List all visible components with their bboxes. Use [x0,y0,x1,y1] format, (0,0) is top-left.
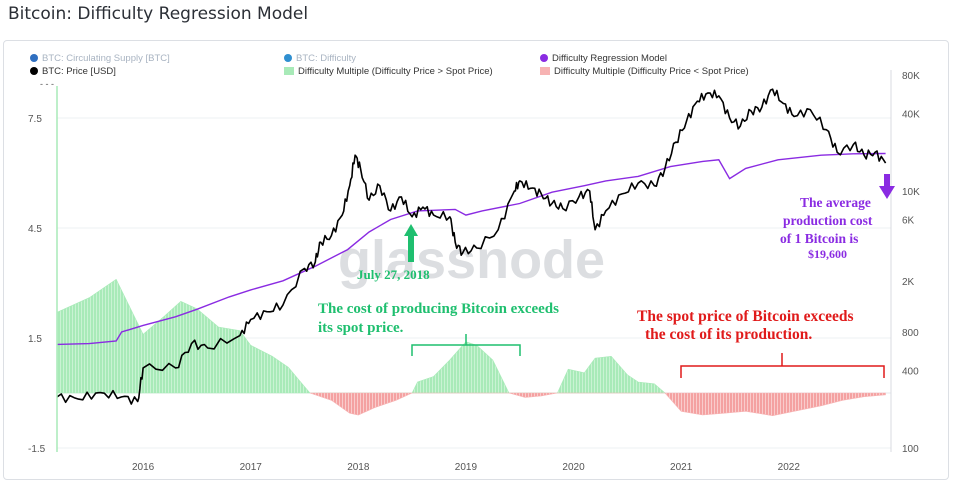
cost-exceeds-line1: The cost of producing Bitcoin exceeds [318,301,559,317]
left-tick-label: 1.5 [28,334,42,345]
average-cost-line4: $19,600 [808,247,847,261]
legend-item-difficulty[interactable]: BTC: Difficulty [284,53,356,64]
red-bracket [680,353,885,378]
annotation-cost-exceeds: The cost of producing Bitcoin exceeds it… [318,301,559,356]
x-axis-ticks: 2016 2017 2018 2019 2020 2021 2022 [132,462,800,473]
legend-marker [284,54,292,62]
watermark: glassnode [338,230,605,290]
legend-label: Difficulty Multiple (Difficulty Price > … [298,66,493,77]
average-cost-line1: The average [800,195,871,210]
btc-price-line [56,88,887,405]
legend-marker [540,54,548,62]
legend-marker [540,67,550,75]
right-tick-label: 2K [902,277,915,288]
difficulty-regression-model-line [56,152,886,346]
legend-label: Difficulty Multiple (Difficulty Price < … [554,66,749,77]
right-tick-label: 6K [902,216,915,227]
right-tick-label: 10K [902,187,920,198]
annotation-spot-exceeds: The spot price of Bitcoin exceeds the co… [637,308,885,378]
legend-marker [30,54,38,62]
x-tick-label: 2016 [132,462,155,473]
legend-label: BTC: Difficulty [296,53,357,64]
x-tick-label: 2020 [562,462,585,473]
average-cost-line3: of 1 Bitcoin is [780,231,858,246]
left-axis-top-marker: - - - [40,79,54,89]
right-tick-label: 800 [902,328,919,339]
down-arrow-icon [879,174,895,199]
right-tick-label: 40K [902,110,920,121]
x-tick-label: 2017 [240,462,263,473]
legend-item-multiple-negative[interactable]: Difficulty Multiple (Difficulty Price < … [540,66,749,77]
date-label: July 27, 2018 [357,267,430,282]
right-tick-label: 400 [902,367,919,378]
x-tick-label: 2019 [455,462,478,473]
legend-item-difficulty-regression-model[interactable]: Difficulty Regression Model [540,53,667,64]
legend-marker [30,67,38,75]
cost-exceeds-line2: its spot price. [318,320,404,336]
legend-marker [284,67,294,75]
legend-label: Difficulty Regression Model [552,53,667,64]
left-tick-label: 7.5 [28,114,42,125]
green-bracket [411,334,521,356]
left-tick-label: 4.5 [28,224,42,235]
right-tick-label: 100 [902,444,919,455]
legend-label: BTC: Price [USD] [42,66,116,77]
multiple-areas [56,278,886,417]
spot-exceeds-line1: The spot price of Bitcoin exceeds [637,308,854,325]
annotation-average-cost: The average production cost of 1 Bitcoin… [780,174,895,261]
left-tick-label: -1.5 [28,444,46,455]
left-axis-ticks: 7.5 4.5 1.5 -1.5 [28,114,46,455]
x-tick-label: 2021 [670,462,693,473]
annotation-july-2018: July 27, 2018 [357,224,430,282]
multiple-negative-area [309,392,886,417]
x-tick-label: 2022 [778,462,801,473]
multiple-positive-area [56,278,666,394]
up-arrow-icon [404,224,418,262]
right-tick-label: 80K [902,71,920,82]
average-cost-line2: production cost [783,213,873,228]
legend-label: BTC: Circulating Supply [BTC] [42,53,170,64]
legend-item-multiple-positive[interactable]: Difficulty Multiple (Difficulty Price > … [284,66,493,77]
legend-item-circulating-supply[interactable]: BTC: Circulating Supply [BTC] [30,53,170,64]
page-title: Bitcoin: Difficulty Regression Model [8,4,309,24]
x-tick-label: 2018 [347,462,370,473]
right-axis-ticks: 80K 40K 10K 6K 2K 800 400 100 [902,71,920,455]
spot-exceeds-line2: the cost of its production. [645,326,812,343]
series-lines [56,88,887,405]
legend-item-btc-price[interactable]: BTC: Price [USD] [30,66,116,77]
